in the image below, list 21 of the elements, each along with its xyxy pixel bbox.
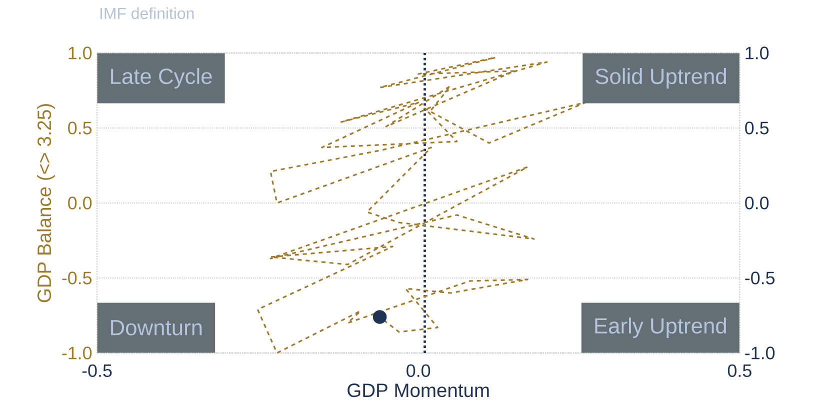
y2-tick-label: -0.5 bbox=[745, 272, 775, 284]
annotation: Downturn bbox=[111, 320, 202, 336]
y-axis-title: GDP Balance (<> 3.25) bbox=[36, 104, 55, 302]
y2-tick-label: -1.0 bbox=[745, 346, 775, 360]
annotation: Early Uptrend bbox=[595, 318, 726, 338]
y-tick-label: 0.0 bbox=[68, 196, 92, 210]
line-series bbox=[256, 56, 586, 354]
y2-tick-label: 0.0 bbox=[745, 196, 769, 210]
x-axis-title: GDP Momentum bbox=[348, 383, 489, 398]
chart-title: IMF definition bbox=[100, 7, 194, 20]
x-tick-label: 0.0 bbox=[406, 364, 430, 378]
y-tick-label: 0.5 bbox=[68, 122, 92, 134]
x-tick-label: 0.5 bbox=[728, 364, 752, 378]
y-tick-label: -1.0 bbox=[62, 346, 92, 360]
y2-tick-label: 0.5 bbox=[745, 122, 769, 134]
y2-tick-label: 1.0 bbox=[746, 46, 769, 60]
annotation: Solid Uptrend bbox=[596, 68, 726, 88]
y-tick-label: 1.0 bbox=[68, 46, 92, 60]
y-tick-label: -0.5 bbox=[62, 272, 92, 284]
annotation: Late Cycle bbox=[111, 68, 212, 88]
x-tick-label: -0.5 bbox=[82, 364, 112, 378]
